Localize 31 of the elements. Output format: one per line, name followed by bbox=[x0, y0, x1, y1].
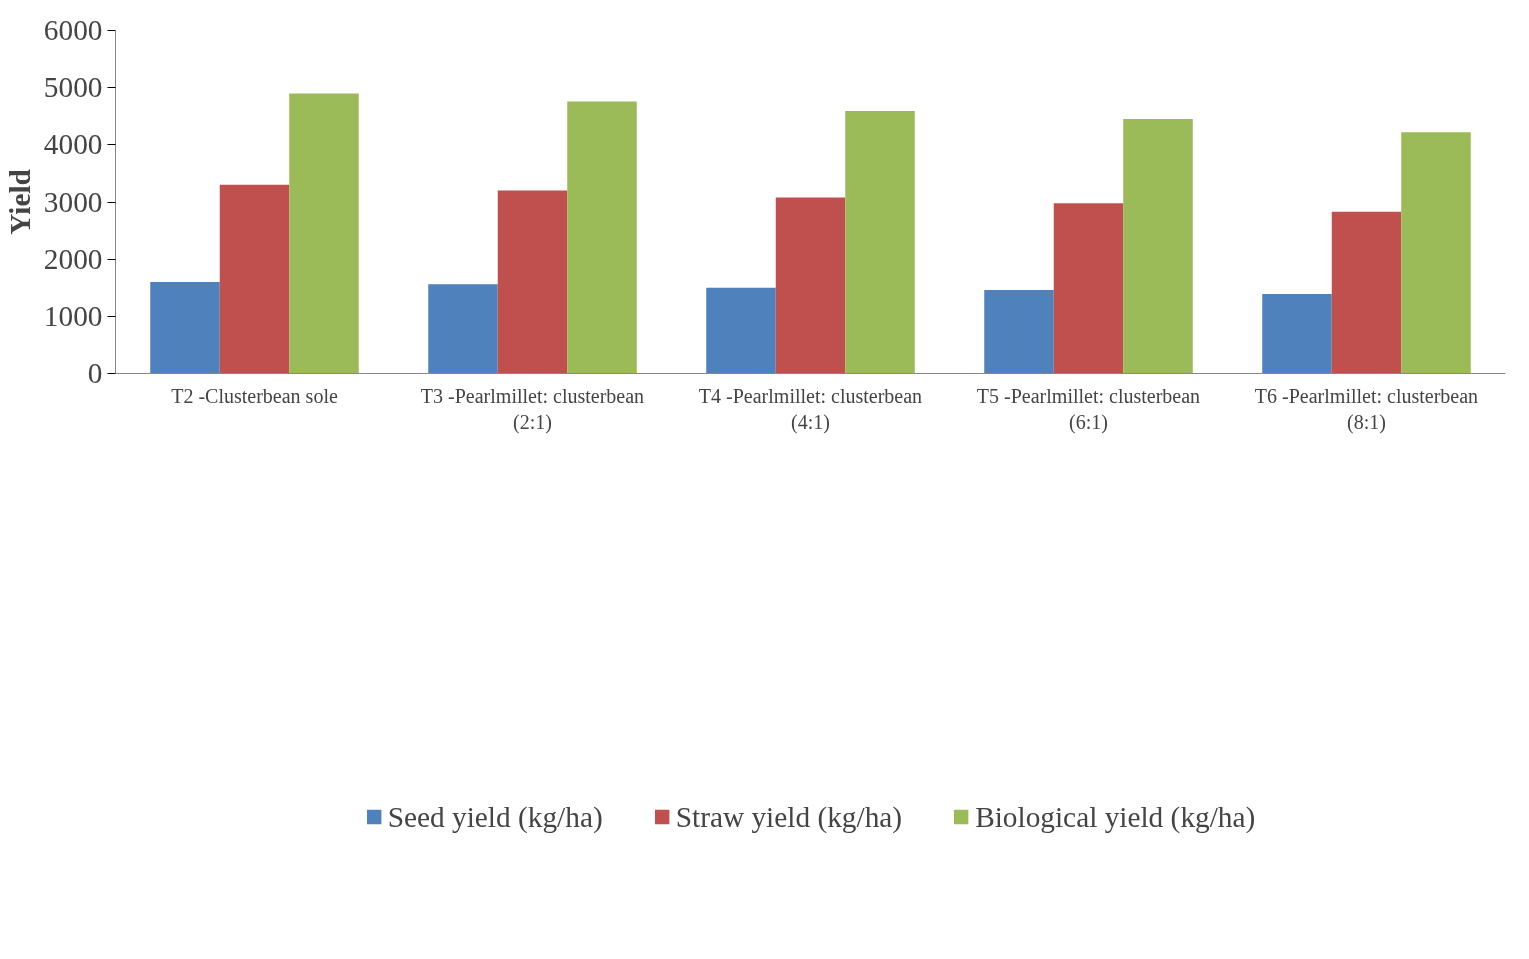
bar bbox=[845, 111, 915, 374]
bar bbox=[1053, 203, 1124, 374]
y-axis-title: Yield bbox=[3, 169, 36, 235]
bar bbox=[984, 290, 1054, 374]
bar bbox=[1123, 119, 1193, 374]
y-tick-label: 0 bbox=[87, 357, 103, 389]
y-tick-label: 3000 bbox=[43, 185, 103, 218]
x-tick-label: T5 -Pearlmillet: clusterbean (6:1) bbox=[976, 384, 1201, 434]
bar bbox=[219, 184, 290, 374]
bar bbox=[567, 101, 637, 374]
x-tick-label: T4 -Pearlmillet: clusterbean (4:1) bbox=[698, 384, 923, 434]
legend-label: Seed yield (kg/ha) bbox=[387, 800, 603, 834]
y-tick-label: 2000 bbox=[43, 242, 103, 275]
legend-label: Biological yield (kg/ha) bbox=[975, 800, 1256, 834]
bar bbox=[1262, 294, 1332, 374]
legend-label: Straw yield (kg/ha) bbox=[675, 800, 903, 834]
x-tick-label: T6 -Pearlmillet: clusterbean (8:1) bbox=[1254, 384, 1479, 434]
x-tick-label: T3 -Pearlmillet: clusterbean (2:1) bbox=[420, 384, 645, 434]
y-tick-label: 1000 bbox=[43, 299, 103, 332]
x-tick-label: T2 -Clusterbean sole bbox=[171, 384, 338, 407]
bar bbox=[497, 190, 568, 374]
y-tick-label: 6000 bbox=[43, 14, 103, 46]
bar bbox=[1401, 132, 1471, 374]
bar bbox=[706, 287, 776, 374]
bar bbox=[1331, 211, 1402, 374]
bar bbox=[428, 284, 498, 374]
y-tick-label: 4000 bbox=[43, 128, 103, 161]
y-tick-label: 5000 bbox=[43, 71, 103, 104]
bar bbox=[150, 282, 220, 374]
bar bbox=[289, 93, 359, 374]
bar bbox=[775, 197, 846, 374]
